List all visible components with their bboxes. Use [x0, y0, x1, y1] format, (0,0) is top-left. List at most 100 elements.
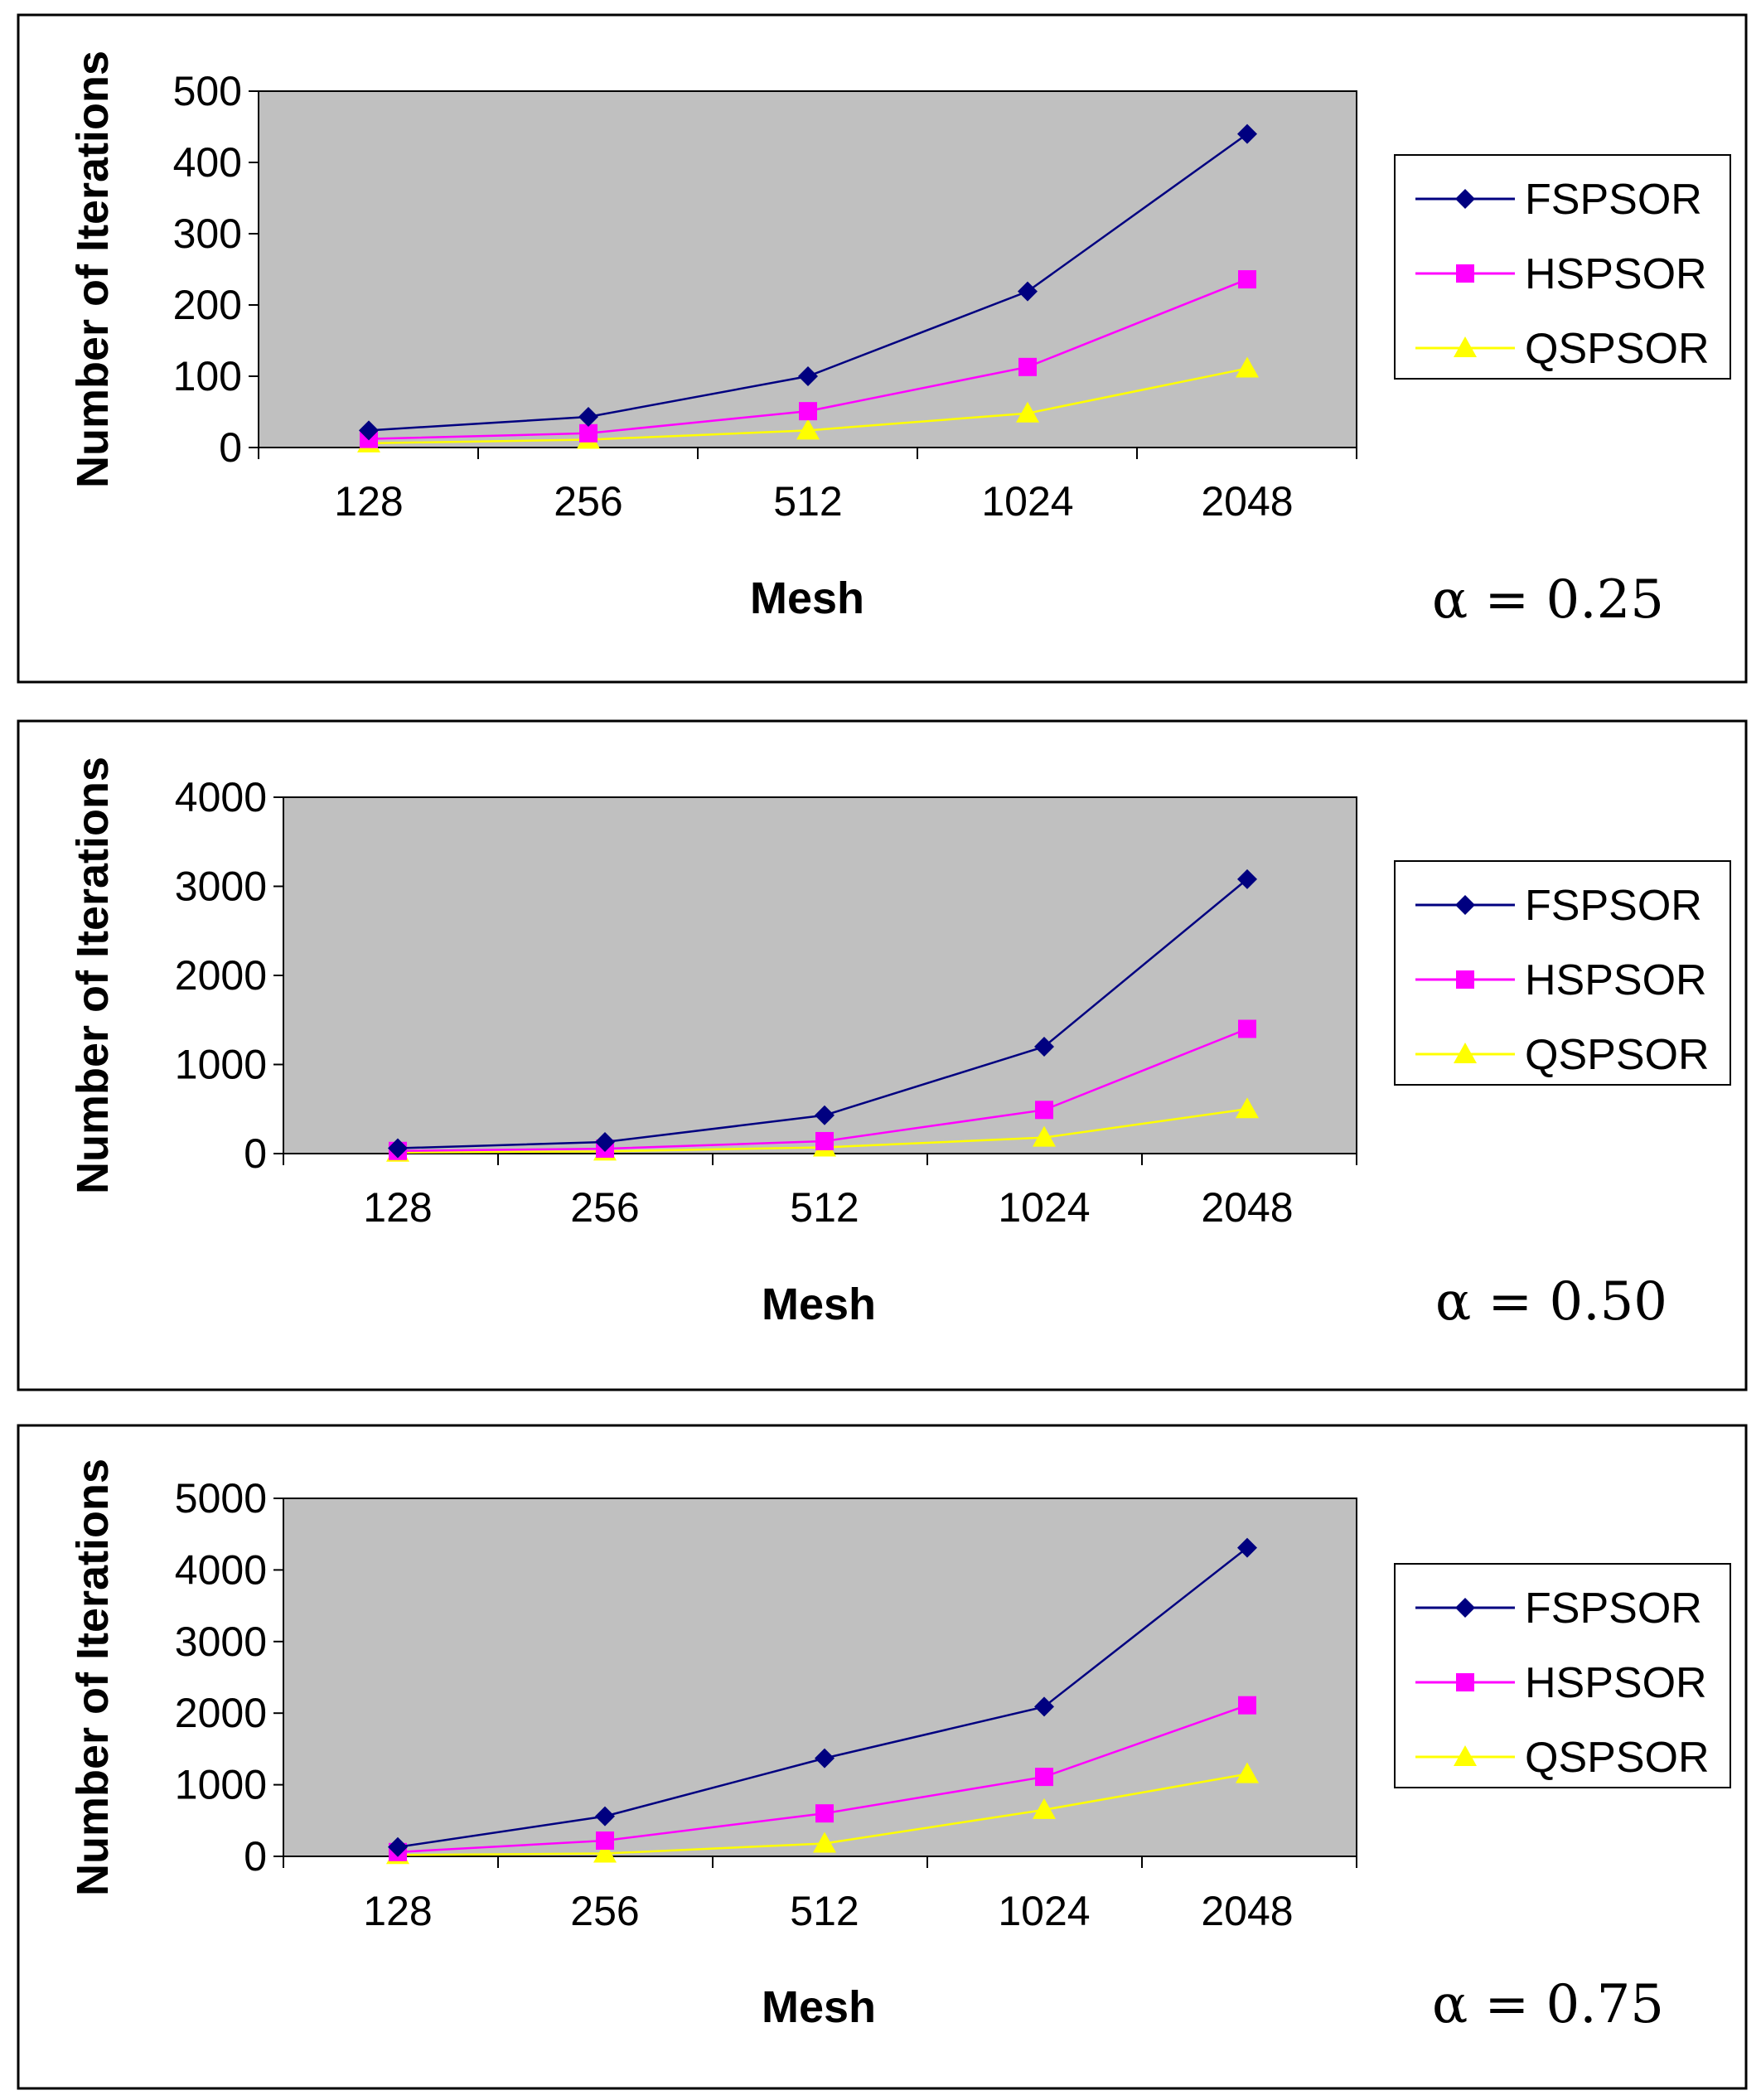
y-tick-label: 3000: [175, 1619, 267, 1665]
y-tick-label: 2000: [175, 1690, 267, 1736]
x-tick-label: 2048: [1201, 1184, 1293, 1231]
legend-label-hspsor: HSPSOR: [1525, 956, 1707, 1004]
y-tick-label: 5000: [175, 1475, 267, 1522]
x-tick-label: 1024: [998, 1888, 1090, 1934]
x-tick-label: 512: [790, 1184, 859, 1231]
y-tick-label: 0: [219, 424, 242, 471]
data-point-hspsor: [1238, 1696, 1256, 1715]
series-layer: [386, 1537, 1259, 1865]
y-tick-label: 0: [244, 1833, 267, 1880]
data-point-fspsor: [359, 420, 379, 441]
data-point-fspsor: [595, 1806, 615, 1827]
y-axis-label: Number of Iterations: [68, 51, 118, 488]
x-tick-label: 512: [790, 1888, 859, 1934]
legend-marker-qspsor: [1454, 336, 1477, 357]
x-tick-label: 512: [773, 478, 842, 525]
x-tick-label: 128: [363, 1888, 432, 1934]
legend-label-fspsor: FSPSOR: [1525, 882, 1702, 930]
y-axis: 0 100 200 300 400 500: [173, 68, 259, 471]
legend: FSPSOR HSPSOR QSPSOR: [1394, 1563, 1731, 1788]
data-point-qspsor: [1236, 356, 1259, 378]
y-tick-label: 300: [173, 210, 242, 257]
data-point-fspsor: [1237, 1537, 1257, 1558]
data-point-qspsor: [1033, 1798, 1056, 1819]
x-tick-label: 256: [554, 478, 622, 525]
data-point-fspsor: [388, 1138, 408, 1159]
x-axis-label: Mesh: [750, 573, 864, 623]
data-point-hspsor: [1035, 1101, 1053, 1120]
legend-items: FSPSOR HSPSOR QSPSOR: [1415, 176, 1710, 373]
data-point-hspsor: [1238, 270, 1256, 289]
data-point-qspsor: [1033, 1125, 1056, 1147]
legend-box: [1394, 154, 1731, 380]
y-tick-label: 3000: [175, 864, 267, 910]
legend-marker-hspsor: [1456, 264, 1474, 283]
legend-box: [1394, 860, 1731, 1086]
legend-label-fspsor: FSPSOR: [1525, 176, 1702, 224]
data-point-qspsor: [1236, 1762, 1259, 1783]
x-tick-label: 256: [570, 1184, 639, 1231]
y-tick-label: 4000: [175, 774, 267, 820]
data-point-hspsor: [1238, 1019, 1256, 1038]
x-tick-label: 128: [363, 1184, 432, 1231]
x-tick-label: 256: [570, 1888, 639, 1934]
alpha-annotation: α = 0.75: [1432, 1974, 1664, 2035]
data-point-fspsor: [578, 407, 598, 428]
data-point-hspsor: [1035, 1768, 1053, 1787]
data-point-fspsor: [1034, 1696, 1054, 1717]
alpha-annotation: α = 0.25: [1432, 569, 1664, 631]
alpha-annotation: α = 0.50: [1435, 1271, 1667, 1333]
legend-items: FSPSOR HSPSOR QSPSOR: [1415, 882, 1710, 1079]
legend-label-qspsor: QSPSOR: [1525, 1031, 1710, 1079]
y-axis: 0 1000 2000 3000 4000 5000: [175, 1475, 283, 1880]
data-point-qspsor: [796, 419, 820, 440]
y-axis-label: Number of Iterations: [68, 757, 118, 1194]
legend-marker-qspsor: [1454, 1745, 1477, 1766]
y-tick-label: 1000: [175, 1042, 267, 1088]
x-axis-label: Mesh: [762, 1280, 876, 1329]
series-layer: [357, 123, 1259, 452]
legend-label-hspsor: HSPSOR: [1525, 1659, 1707, 1707]
y-tick-label: 0: [244, 1130, 267, 1177]
x-axis: 128 256 512 1024 2048: [283, 1856, 1357, 1934]
legend-marker-hspsor: [1456, 1673, 1474, 1691]
y-axis: 0 1000 2000 3000 4000: [175, 774, 283, 1177]
data-point-qspsor: [1236, 1097, 1259, 1119]
chart-panel-1: 0 100 200 300 400 500 128 256 512 1024 2048 Numbe…: [17, 13, 1748, 684]
x-tick-label: 2048: [1201, 1888, 1293, 1934]
legend-items: FSPSOR HSPSOR QSPSOR: [1415, 1585, 1710, 1782]
x-tick-label: 1024: [981, 478, 1073, 525]
legend-label-qspsor: QSPSOR: [1525, 325, 1710, 373]
data-point-fspsor: [388, 1836, 408, 1857]
legend-marker-qspsor: [1454, 1043, 1477, 1063]
data-point-fspsor: [798, 366, 818, 386]
legend-marker-hspsor: [1456, 970, 1474, 989]
data-point-fspsor: [1034, 1037, 1054, 1057]
data-point-hspsor: [1018, 357, 1037, 376]
y-tick-label: 100: [173, 353, 242, 399]
y-tick-label: 500: [173, 68, 242, 114]
data-point-fspsor: [1237, 869, 1257, 889]
x-axis: 128 256 512 1024 2048: [258, 448, 1357, 525]
data-point-fspsor: [1237, 123, 1257, 144]
data-point-hspsor: [596, 1831, 614, 1850]
legend-marker-fspsor: [1455, 1598, 1475, 1618]
data-point-qspsor: [593, 1841, 617, 1863]
legend-marker-fspsor: [1455, 895, 1475, 915]
legend-label-fspsor: FSPSOR: [1525, 1585, 1702, 1633]
data-point-fspsor: [815, 1105, 835, 1125]
data-point-qspsor: [1016, 401, 1039, 423]
plot-area: [283, 796, 1357, 1154]
series-layer: [386, 869, 1259, 1162]
data-point-hspsor: [815, 1804, 834, 1823]
y-tick-label: 4000: [175, 1546, 267, 1593]
x-axis-label: Mesh: [762, 1982, 876, 2032]
x-tick-label: 128: [334, 478, 403, 525]
legend-label-hspsor: HSPSOR: [1525, 250, 1707, 298]
legend-label-qspsor: QSPSOR: [1525, 1734, 1710, 1782]
y-tick-label: 400: [173, 139, 242, 186]
y-tick-label: 2000: [175, 952, 267, 999]
legend-marker-fspsor: [1455, 189, 1475, 209]
